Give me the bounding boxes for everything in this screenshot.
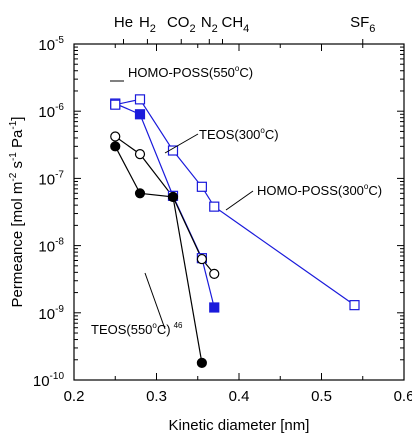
series-line: [114, 146, 203, 363]
x-axis-label: Kinetic diameter [nm]: [169, 417, 310, 434]
annotation-leader: [164, 133, 199, 154]
axis-ticks: [73, 39, 405, 381]
series-annotations: HOMO-POSS(550oC) TEOS(300oC) HOMO-POSS(300…: [91, 64, 382, 337]
y-axis-label-sup3: -1: [8, 120, 19, 129]
series-annotation: TEOS(300oC): [199, 126, 279, 142]
y-axis-label-mid1: s: [9, 161, 26, 173]
x-tick-label: 0.4: [229, 388, 250, 405]
data-point-circle: [196, 253, 207, 265]
series-annotation: HOMO-POSS(550oC): [128, 64, 253, 80]
x-tick-label: 0.2: [64, 388, 85, 405]
data-point-square: [134, 109, 146, 120]
gas-label: SF6: [350, 14, 375, 35]
gas-label: He: [114, 14, 133, 31]
gas-label: CH4: [222, 14, 250, 35]
y-axis-label-mid2: Pa: [9, 129, 26, 152]
data-point-circle: [110, 141, 121, 152]
data-point-circle: [196, 357, 207, 368]
series-annotation: TEOS(550oC) 46: [91, 321, 183, 337]
data-point-circle: [134, 188, 146, 199]
data-point-circle: [209, 268, 220, 279]
annotation-leader: [225, 190, 254, 211]
y-axis-label: Permeance [mol m-2 s-1 Pa-1]: [8, 117, 26, 308]
gas-label: N2: [201, 14, 218, 35]
series-annotation: HOMO-POSS(300oC): [257, 182, 382, 198]
data-point-square: [134, 94, 146, 105]
data-point-square: [349, 300, 360, 311]
y-axis-label-sup1: -2: [8, 172, 19, 181]
data-point-square: [209, 302, 220, 313]
x-tick-label: 0.6: [394, 388, 412, 405]
x-tick-label: 0.5: [311, 388, 332, 405]
y-tick-label: 10-9: [38, 304, 64, 323]
y-tick-label: 10-8: [38, 237, 64, 256]
y-tick-label: 10-10: [33, 371, 65, 390]
series-markers: [110, 94, 360, 368]
gas-label: H2: [139, 14, 156, 35]
y-tick-label: 10-7: [38, 169, 64, 188]
data-point-circle: [167, 191, 179, 203]
gas-label: CO2: [167, 14, 196, 35]
data-point-square: [209, 201, 220, 212]
data-point-circle: [134, 148, 146, 160]
data-point-square: [110, 99, 121, 110]
data-point-square: [196, 181, 207, 192]
x-tick-label: 0.3: [146, 388, 167, 405]
top-axis-gas-labels: He H2 CO2 N2 CH4 SF6: [114, 14, 375, 35]
y-tick-label: 10-5: [38, 35, 64, 54]
y-tick-label: 10-6: [38, 102, 64, 121]
axis-tick-labels: 0.2 0.3 0.4 0.5 0.6 10-10 10-9 10-8 10-7 10-6 10-5: [33, 35, 412, 405]
annotation-leader: [144, 272, 166, 330]
y-axis-label-end: ]: [9, 117, 26, 121]
y-axis-label-main: Permeance [mol m: [9, 182, 26, 308]
data-point-circle: [110, 131, 121, 142]
y-axis-label-sup2: -1: [8, 152, 19, 161]
